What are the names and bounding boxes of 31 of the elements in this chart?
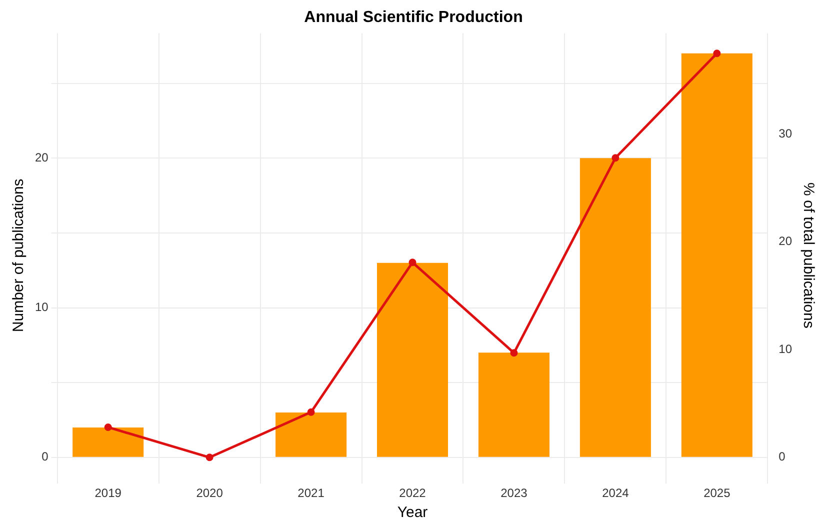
y-axis-title: Number of publications: [10, 178, 28, 332]
point: [104, 423, 112, 431]
bar: [376, 262, 448, 457]
bar: [681, 53, 752, 457]
x-tick-label: 2019: [94, 486, 122, 500]
point: [307, 408, 315, 416]
y-tick-label: 0: [42, 450, 49, 464]
y2-axis-title: % of total publications: [800, 182, 817, 328]
y2-tick-label: 0: [778, 450, 786, 464]
point: [408, 258, 416, 266]
y2-tick-label: 30: [778, 126, 792, 141]
x-tick-label: 2023: [500, 486, 528, 500]
point: [713, 50, 721, 58]
x-tick-label: 2021: [298, 486, 325, 500]
y2-tick-label: 10: [778, 342, 792, 356]
point: [612, 154, 620, 162]
bar: [72, 427, 144, 457]
y2-tick-label: 20: [778, 234, 792, 248]
y-tick-label: 20: [34, 150, 49, 164]
point: [206, 454, 214, 462]
chart-title: Annual Scientific Production: [304, 9, 523, 26]
x-tick-label: 2020: [196, 486, 224, 500]
bar: [580, 158, 651, 457]
bar: [478, 352, 550, 457]
bar: [276, 412, 347, 457]
x-tick-label: 2022: [399, 486, 426, 500]
point: [510, 349, 518, 357]
y-tick-label: 10: [34, 300, 49, 314]
x-tick-label: 2025: [704, 486, 731, 500]
x-axis-title: Year: [397, 504, 428, 522]
x-tick-label: 2024: [602, 486, 630, 500]
